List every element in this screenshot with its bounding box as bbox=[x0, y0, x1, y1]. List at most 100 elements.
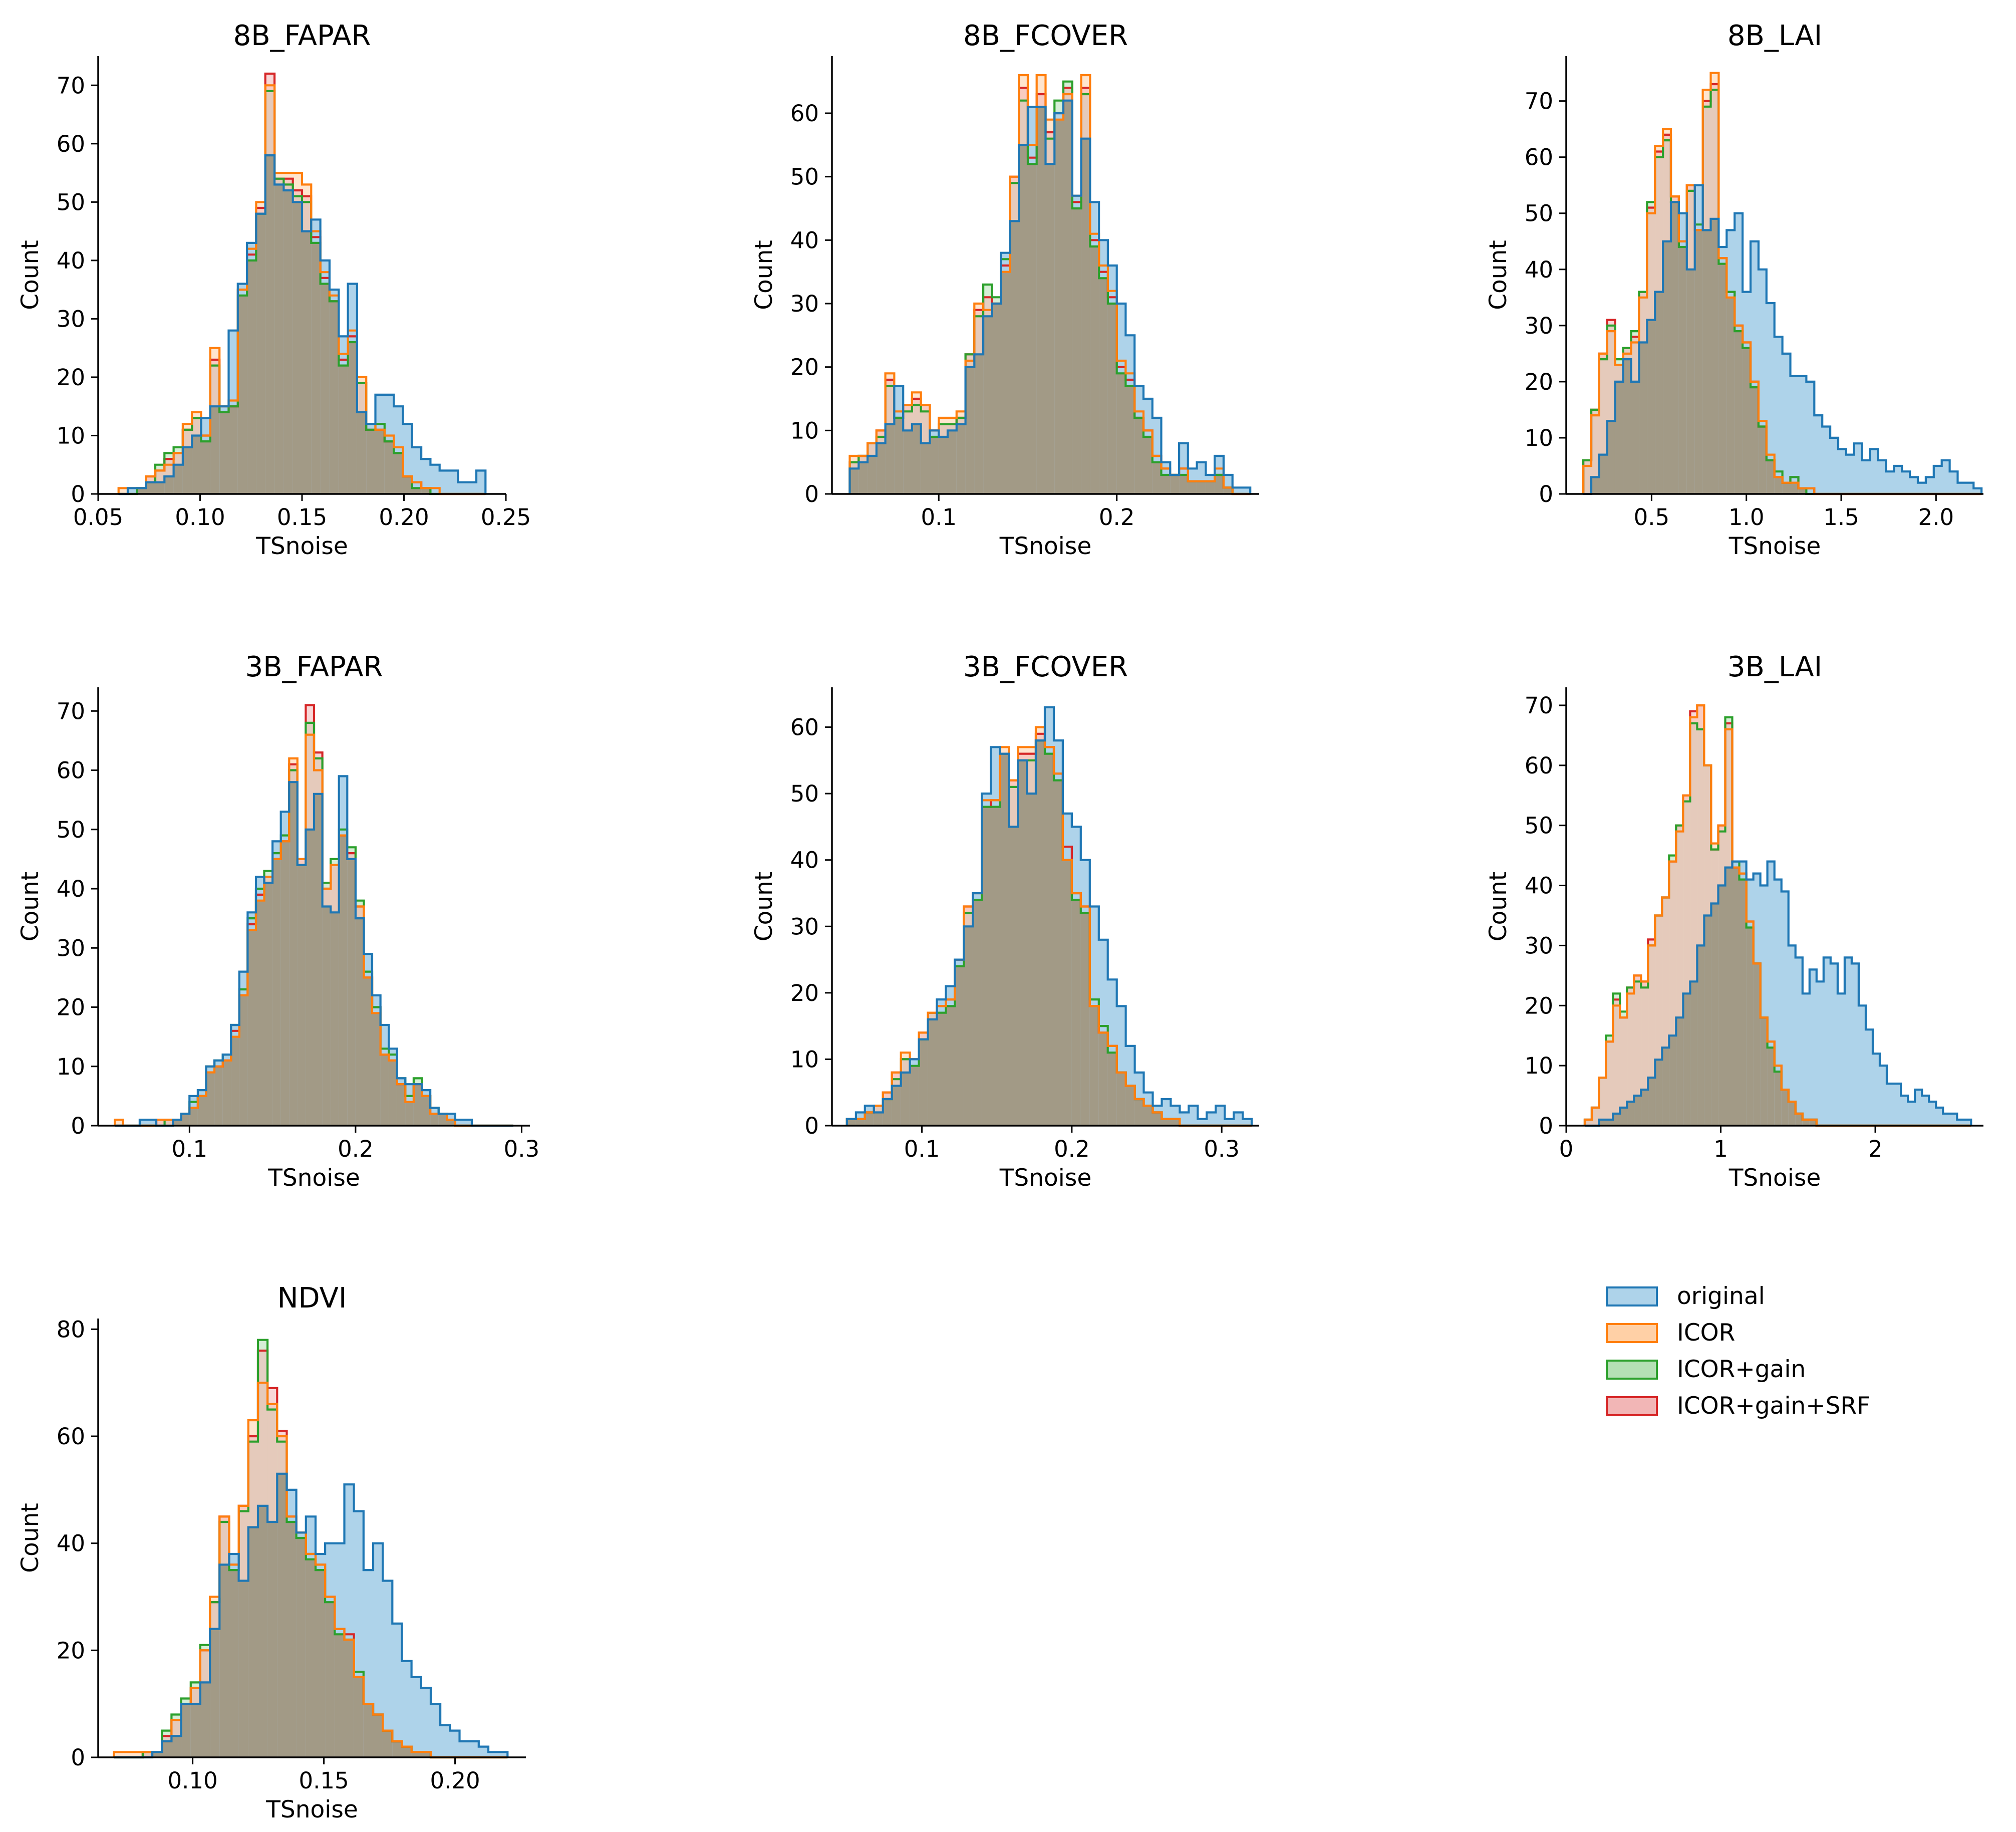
bar-overlap bbox=[1725, 867, 1733, 1126]
subplot-3b_fapar: 0.1 0.2 0.3 0 10 20 30 40 50 60 70 3B_FAPAR TSnoise C… bbox=[17, 651, 539, 1192]
bar-overlap bbox=[247, 930, 256, 1126]
bar-icor-gain-srf bbox=[1634, 975, 1641, 1096]
legend: original ICOR ICOR+gain ICOR+gain+SRF bbox=[1606, 1282, 1870, 1420]
bar-overlap bbox=[948, 430, 957, 494]
legend-swatch-icor bbox=[1606, 1323, 1658, 1343]
bar-icor-gain-srf bbox=[1711, 849, 1718, 904]
bar-overlap bbox=[1134, 418, 1143, 494]
y-axis-label: Count bbox=[750, 872, 778, 942]
y-tick-label: 70 bbox=[1525, 88, 1553, 115]
bar-overlap bbox=[1690, 981, 1697, 1126]
bar-overlap bbox=[1710, 218, 1719, 494]
bar-overlap bbox=[231, 1036, 239, 1126]
series-line-original bbox=[114, 1472, 509, 1759]
bar-overlap bbox=[1170, 475, 1180, 494]
bar-overlap bbox=[1045, 164, 1055, 494]
bar-icor-gain-srf bbox=[146, 476, 155, 482]
bar-overlap bbox=[1735, 331, 1743, 494]
y-tick-label: 20 bbox=[57, 994, 85, 1021]
bar-icor-gain-srf bbox=[314, 752, 323, 794]
bar-icor-gain-srf bbox=[297, 859, 306, 865]
x-tick-label: 1.5 bbox=[1823, 504, 1859, 531]
bar-overlap bbox=[331, 912, 339, 1126]
bar-icor-gain-srf bbox=[173, 453, 183, 465]
bar-overlap bbox=[855, 1119, 865, 1126]
bar-icor bbox=[114, 1752, 124, 1757]
bar-overlap bbox=[181, 1704, 191, 1757]
bar-icor-gain-srf bbox=[1081, 88, 1090, 139]
bar-icor-gain-srf bbox=[156, 1120, 165, 1126]
bar-overlap bbox=[296, 1538, 306, 1757]
x-tick-label: 0.2 bbox=[1099, 504, 1135, 531]
x-tick-label: 0.2 bbox=[338, 1136, 374, 1162]
bar-overlap bbox=[383, 1730, 393, 1757]
y-tick-label: 0 bbox=[71, 1744, 85, 1771]
bar-icor-gain-srf bbox=[355, 906, 364, 919]
bar-icor-gain-srf bbox=[256, 208, 265, 214]
bar-overlap bbox=[1143, 437, 1153, 494]
bar-overlap bbox=[265, 155, 274, 494]
bar-overlap bbox=[1162, 1119, 1171, 1126]
bar-overlap bbox=[237, 295, 247, 494]
bar-overlap bbox=[1774, 1072, 1782, 1126]
bar-overlap bbox=[1620, 1108, 1627, 1126]
y-tick-label: 0 bbox=[71, 1113, 85, 1139]
bar-overlap bbox=[1089, 1006, 1099, 1126]
bar-icor-gain-srf bbox=[1010, 176, 1019, 221]
bar-icor-gain-srf bbox=[274, 178, 284, 185]
bar-overlap bbox=[1627, 1102, 1634, 1126]
bar-overlap bbox=[322, 906, 331, 1126]
bar-overlap bbox=[1781, 1090, 1789, 1126]
bar-overlap bbox=[1591, 477, 1599, 494]
bar-overlap bbox=[883, 1099, 892, 1126]
bar-icor-gain-srf bbox=[1663, 134, 1671, 241]
x-tick-label: 2.0 bbox=[1918, 504, 1954, 531]
bar-icor-gain-srf bbox=[155, 470, 165, 482]
bar-overlap bbox=[314, 794, 323, 1126]
y-tick-label: 0 bbox=[71, 481, 85, 507]
bar-overlap bbox=[302, 231, 312, 494]
bar-overlap bbox=[1753, 963, 1761, 1126]
bar-overlap bbox=[1599, 1120, 1606, 1126]
bar-icor-gain-srf bbox=[1620, 1017, 1627, 1108]
bar-icor-gain-srf bbox=[948, 424, 957, 431]
bar-overlap bbox=[228, 406, 238, 494]
bar-overlap bbox=[1662, 1048, 1669, 1126]
bar-icor-gain-srf bbox=[1671, 196, 1679, 202]
bar-overlap bbox=[380, 1055, 389, 1126]
bar-overlap bbox=[974, 354, 984, 494]
bar-overlap bbox=[1704, 915, 1711, 1126]
bar-icor-gain-srf bbox=[1697, 705, 1704, 946]
bar-overlap bbox=[152, 1752, 162, 1757]
y-tick-label: 10 bbox=[790, 1046, 819, 1073]
bar-overlap bbox=[1802, 1120, 1810, 1126]
bar-overlap bbox=[1036, 740, 1045, 1126]
bar-icor-gain-srf bbox=[1591, 409, 1599, 477]
bar-overlap bbox=[1045, 753, 1054, 1126]
legend-swatch-icor-gain-srf bbox=[1606, 1396, 1658, 1416]
bar-overlap bbox=[1774, 477, 1783, 494]
bar-icor-gain-srf bbox=[258, 1351, 268, 1506]
bar-overlap bbox=[421, 1752, 431, 1757]
bar-icor-gain-srf bbox=[1045, 132, 1055, 164]
bar-icor-gain-srf bbox=[849, 462, 859, 469]
bar-overlap bbox=[316, 1570, 326, 1757]
bar-icor-gain-srf bbox=[1606, 1041, 1613, 1120]
bar-overlap bbox=[1080, 913, 1090, 1126]
bar-icor-gain-srf bbox=[919, 1032, 928, 1039]
bar-icor-gain bbox=[992, 297, 1001, 304]
bar-overlap bbox=[402, 1746, 412, 1757]
bar-icor-gain-srf bbox=[289, 764, 298, 782]
bar-icor-gain-srf bbox=[1036, 94, 1046, 107]
y-tick-label: 10 bbox=[1525, 1053, 1553, 1079]
bar-overlap bbox=[293, 202, 302, 494]
y-axis-label: Count bbox=[17, 1503, 44, 1573]
bar-overlap bbox=[1639, 342, 1647, 494]
bar-overlap bbox=[219, 412, 229, 494]
y-tick-label: 60 bbox=[57, 131, 85, 157]
bar-overlap bbox=[283, 190, 293, 494]
bar-icor-gain-srf bbox=[939, 424, 948, 437]
bar-overlap bbox=[372, 1013, 381, 1126]
y-tick-label: 0 bbox=[804, 1113, 819, 1139]
bar-overlap bbox=[983, 316, 992, 494]
